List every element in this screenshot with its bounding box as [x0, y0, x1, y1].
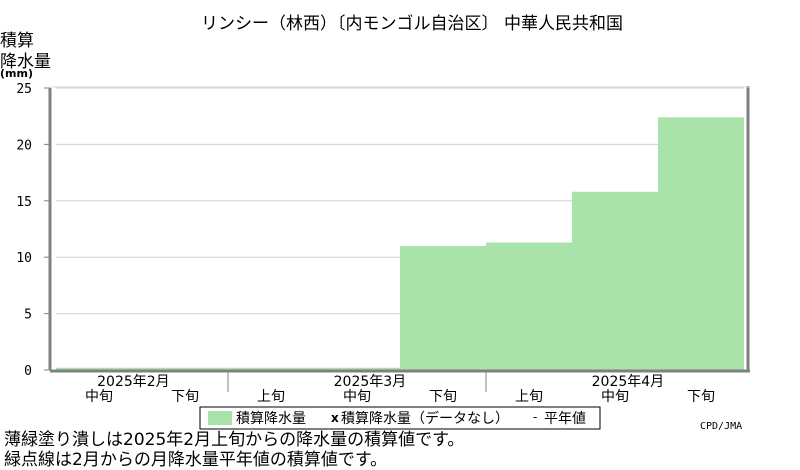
x-dekad-label: 上旬	[257, 389, 285, 405]
chart-title: リンシー（林西）〔内モンゴル自治区〕 中華人民共和国	[201, 13, 623, 34]
bars	[56, 117, 744, 370]
bar	[658, 117, 744, 370]
legend-label-normal: 平年値	[544, 411, 586, 427]
y-axis-label-line: 積算	[0, 31, 34, 51]
bar	[142, 367, 228, 370]
legend-nodata-marker: x	[331, 411, 339, 425]
legend-label-accumulated: 積算降水量	[236, 411, 306, 427]
legend-swatch-accumulated	[208, 411, 232, 425]
legend: 積算降水量 x 積算降水量（データなし） - 平年値	[199, 406, 601, 430]
x-month-label: 2025年2月	[97, 374, 170, 390]
y-axis-label: 積算降水量(mm)	[0, 31, 51, 80]
x-dekad-label: 下旬	[687, 389, 715, 405]
x-dekad-label: 中旬	[343, 389, 371, 405]
x-dekad-label: 下旬	[171, 389, 199, 405]
x-dekad-label: 中旬	[601, 389, 629, 405]
bar	[486, 242, 572, 370]
x-month-label: 2025年3月	[334, 374, 407, 390]
y-axis-label-line: (mm)	[0, 67, 33, 80]
axes	[44, 86, 750, 392]
credit: CPD/JMA	[700, 421, 743, 432]
y-tick-label: 25	[16, 82, 32, 97]
bar	[56, 367, 142, 370]
note-normal: 緑点線は2月からの月降水量平年値の積算値です。	[4, 450, 388, 470]
y-tick-label: 5	[24, 308, 32, 323]
bar	[572, 191, 658, 370]
bar	[314, 367, 400, 370]
x-dekad-label: 下旬	[429, 389, 457, 405]
y-tick-label: 20	[16, 138, 32, 153]
x-dekad-label: 中旬	[85, 389, 113, 405]
x-month-label: 2025年4月	[592, 374, 665, 390]
legend-box	[199, 406, 601, 430]
y-tick-labels: 0 5 10 15 20 25	[16, 82, 32, 379]
y-tick-label: 10	[16, 251, 32, 266]
x-dekad-label: 上旬	[515, 389, 543, 405]
y-tick-label: 0	[24, 364, 32, 379]
legend-label-nodata: 積算降水量（データなし）	[341, 410, 509, 427]
y-axis-label-line: 降水量	[0, 52, 51, 72]
y-tick-label: 15	[16, 195, 32, 210]
legend-normal-marker: -	[533, 410, 537, 424]
bar	[228, 367, 314, 370]
bar	[400, 245, 486, 370]
note-accumulated: 薄緑塗り潰しは2025年2月上旬からの降水量の積算値です。	[4, 430, 465, 450]
